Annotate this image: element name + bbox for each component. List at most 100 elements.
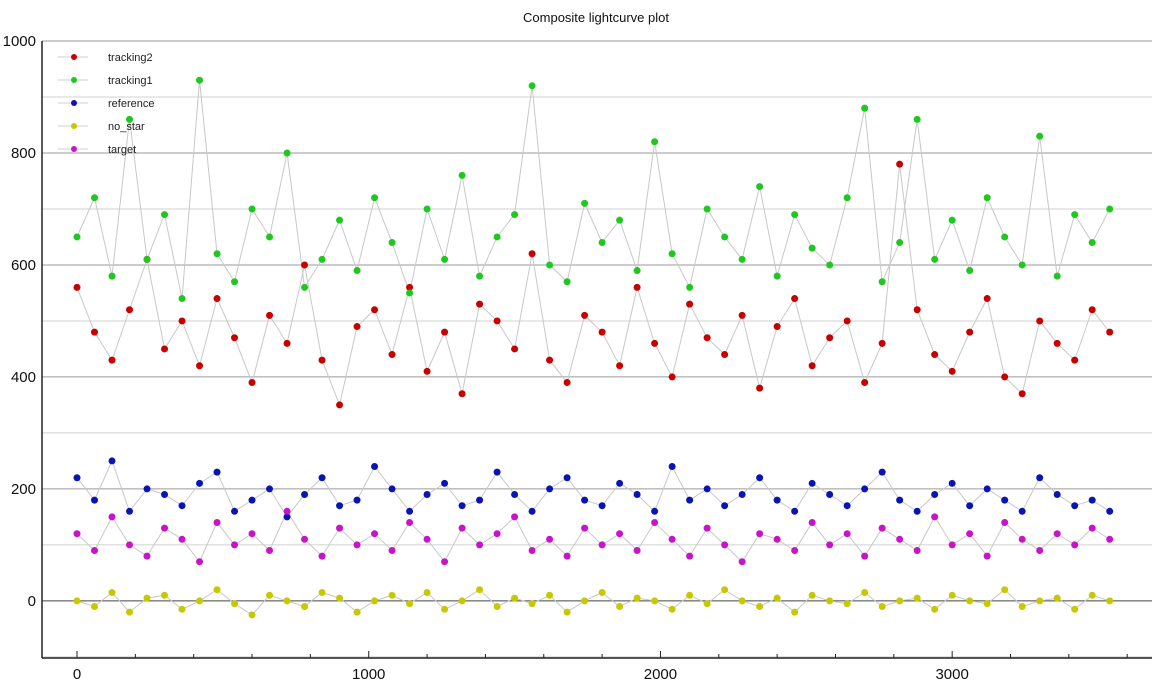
data-point-target	[248, 530, 256, 538]
chart-title: Composite lightcurve plot	[523, 10, 669, 25]
data-point-reference	[913, 507, 921, 515]
data-point-no_star	[283, 597, 291, 605]
data-point-target	[546, 535, 554, 543]
data-point-no_star	[563, 608, 571, 616]
data-point-tracking2	[983, 295, 991, 303]
data-point-no_star	[1036, 597, 1044, 605]
data-point-no_star	[546, 591, 554, 599]
data-point-tracking1	[546, 261, 554, 269]
data-point-tracking2	[336, 401, 344, 409]
data-point-target	[423, 535, 431, 543]
data-point-tracking2	[423, 367, 431, 375]
data-point-target	[1053, 530, 1061, 538]
data-point-reference	[126, 507, 134, 515]
data-point-reference	[896, 496, 904, 504]
data-point-target	[458, 524, 466, 532]
data-point-tracking2	[196, 362, 204, 370]
data-point-reference	[1106, 507, 1114, 515]
data-point-reference	[441, 479, 449, 487]
data-point-target	[896, 535, 904, 543]
data-point-tracking2	[406, 283, 414, 291]
data-point-no_star	[161, 591, 169, 599]
data-point-tracking2	[126, 306, 134, 314]
data-point-tracking1	[686, 283, 694, 291]
data-point-reference	[1053, 491, 1061, 499]
data-point-no_star	[1088, 591, 1096, 599]
data-point-reference	[511, 491, 519, 499]
data-point-tracking1	[896, 239, 904, 247]
data-point-reference	[668, 463, 676, 471]
data-point-no_star	[983, 600, 991, 608]
data-point-reference	[738, 491, 746, 499]
data-point-tracking2	[808, 362, 816, 370]
data-point-target	[668, 535, 676, 543]
data-point-tracking1	[353, 267, 361, 275]
data-point-target	[511, 513, 519, 521]
data-point-reference	[406, 507, 414, 515]
data-point-reference	[1001, 496, 1009, 504]
data-point-no_star	[91, 602, 99, 610]
data-point-reference	[931, 491, 939, 499]
data-point-tracking2	[843, 317, 851, 325]
data-point-reference	[353, 496, 361, 504]
data-point-no_star	[791, 608, 799, 616]
data-point-tracking1	[756, 183, 764, 191]
data-point-target	[598, 541, 606, 549]
data-point-target	[441, 558, 449, 566]
data-point-target	[283, 507, 291, 515]
data-point-tracking1	[703, 205, 711, 213]
series-line-target	[76, 510, 1110, 563]
data-point-tracking1	[266, 233, 274, 241]
data-point-reference	[686, 496, 694, 504]
data-point-target	[703, 524, 711, 532]
data-point-reference	[878, 468, 886, 476]
data-point-reference	[861, 485, 869, 493]
data-point-tracking2	[861, 379, 869, 387]
x-tick-label: 3000	[935, 666, 968, 683]
data-point-reference	[301, 491, 309, 499]
data-point-tracking2	[371, 306, 379, 314]
data-point-tracking1	[511, 211, 519, 219]
data-point-tracking1	[1018, 261, 1026, 269]
data-point-tracking1	[843, 194, 851, 202]
data-point-target	[178, 535, 186, 543]
data-point-tracking2	[686, 300, 694, 308]
data-point-reference	[248, 496, 256, 504]
data-point-tracking1	[441, 255, 449, 263]
data-point-target	[388, 547, 396, 555]
data-point-tracking2	[1018, 390, 1026, 398]
data-point-no_star	[913, 594, 921, 602]
data-point-target	[91, 547, 99, 555]
data-point-target	[371, 530, 379, 538]
data-point-tracking2	[231, 334, 239, 342]
data-point-target	[773, 535, 781, 543]
data-point-tracking2	[581, 311, 589, 319]
data-point-tracking1	[791, 211, 799, 219]
data-point-tracking2	[826, 334, 834, 342]
data-point-tracking2	[878, 339, 886, 347]
data-point-reference	[563, 474, 571, 482]
data-point-tracking2	[651, 339, 659, 347]
data-point-no_star	[423, 588, 431, 596]
data-point-target	[686, 552, 694, 560]
data-point-tracking2	[913, 306, 921, 314]
data-point-no_star	[826, 597, 834, 605]
x-tick-label: 2000	[644, 666, 677, 683]
data-point-no_star	[1071, 605, 1079, 613]
data-point-no_star	[1001, 586, 1009, 594]
series-line-tracking2	[76, 164, 1111, 407]
data-point-no_star	[371, 597, 379, 605]
data-point-no_star	[1053, 594, 1061, 602]
data-point-reference	[546, 485, 554, 493]
data-point-no_star	[528, 600, 536, 608]
data-point-tracking1	[161, 211, 169, 219]
data-point-tracking1	[126, 115, 134, 123]
data-point-tracking2	[108, 356, 116, 364]
data-point-reference	[826, 491, 834, 499]
data-point-tracking2	[458, 390, 466, 398]
data-point-tracking2	[598, 328, 606, 336]
data-point-no_star	[248, 611, 256, 619]
data-point-target	[948, 541, 956, 549]
data-point-tracking2	[283, 339, 291, 347]
data-point-no_star	[231, 600, 239, 608]
